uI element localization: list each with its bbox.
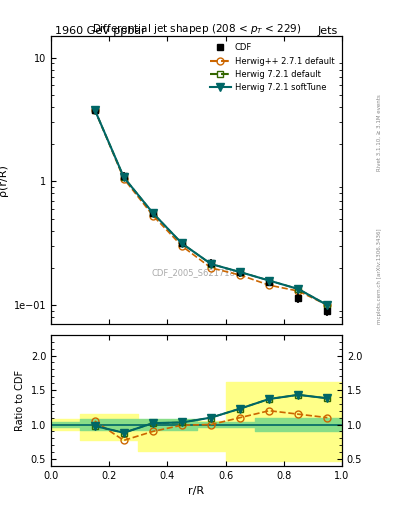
Legend: CDF, Herwig++ 2.7.1 default, Herwig 7.2.1 default, Herwig 7.2.1 softTune: CDF, Herwig++ 2.7.1 default, Herwig 7.2.… <box>206 40 338 95</box>
X-axis label: r/R: r/R <box>188 486 205 496</box>
Title: Differential jet shapep (208 < $p_T$ < 229): Differential jet shapep (208 < $p_T$ < 2… <box>92 22 301 36</box>
Y-axis label: Ratio to CDF: Ratio to CDF <box>15 370 25 431</box>
Text: 1960 GeV ppbar: 1960 GeV ppbar <box>55 26 146 36</box>
Text: Rivet 3.1.10, ≥ 3.1M events: Rivet 3.1.10, ≥ 3.1M events <box>377 95 382 172</box>
Text: Jets: Jets <box>318 26 338 36</box>
Text: mcplots.cern.ch [arXiv:1306.3436]: mcplots.cern.ch [arXiv:1306.3436] <box>377 229 382 324</box>
Y-axis label: ρ(r/R): ρ(r/R) <box>0 164 8 196</box>
Text: CDF_2005_S6217184: CDF_2005_S6217184 <box>152 268 241 277</box>
